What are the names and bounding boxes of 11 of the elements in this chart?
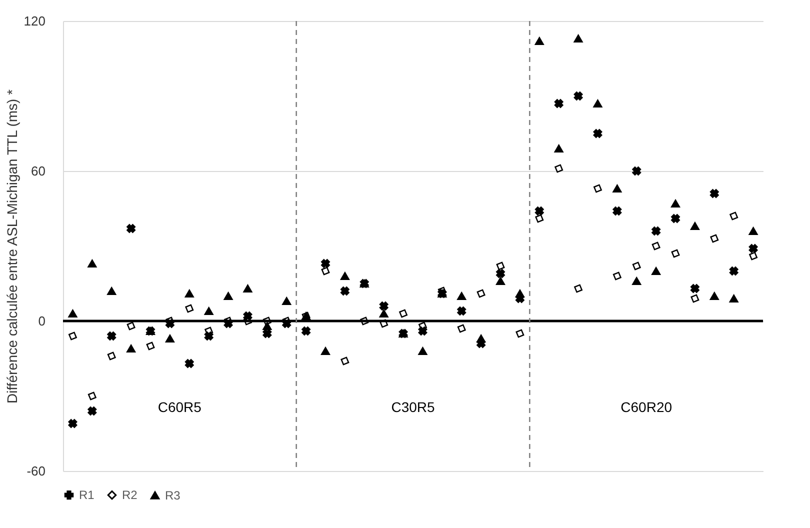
y-tick-label: 120 <box>24 14 46 28</box>
legend-label: R3 <box>165 488 181 502</box>
legend-label: R1 <box>79 488 95 502</box>
y-axis-title: Différence calculée entre ASL-Michigan TTL (ms) * <box>4 88 20 404</box>
annotation: C60R5 <box>158 399 202 415</box>
y-tick-label: 0 <box>38 314 46 328</box>
y-tick-label: 60 <box>31 164 46 178</box>
annotation: C30R5 <box>391 399 435 415</box>
y-tick-label: -60 <box>26 464 46 478</box>
annotation: C60R20 <box>620 399 672 415</box>
legend-label: R2 <box>122 488 138 502</box>
